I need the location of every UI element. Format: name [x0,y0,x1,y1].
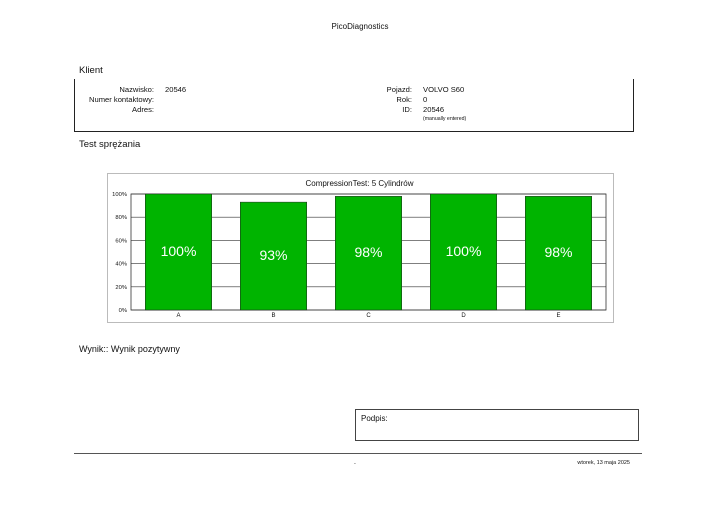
vehicle-value: VOLVO S60 [423,85,465,94]
footer-divider [74,453,642,454]
year-value: 0 [423,95,428,104]
vehicle-label: Pojazd: [386,85,412,94]
x-category-label: D [461,313,466,319]
bar-e [525,196,592,311]
bar-value-label: 98% [544,244,572,260]
bar-value-label: 93% [259,247,287,263]
y-tick-label: 20% [115,285,127,291]
signature-label: Podpis: [361,414,388,423]
surname-value: 20546 [165,85,187,94]
y-tick-label: 40% [115,262,127,268]
x-category-label: E [556,313,560,319]
surname-label: Nazwisko: [119,85,154,94]
y-tick-label: 60% [115,238,127,244]
x-category-label: B [271,313,275,319]
bar-b [240,201,307,311]
bar-value-label: 100% [446,243,482,259]
test-section-title: Test sprężania [79,139,141,150]
bar-d [430,193,497,311]
client-section-title: Klient [79,65,103,76]
id-manual-note: (manually entered) [423,116,467,122]
address-label: Adres: [132,105,154,114]
y-tick-label: 0% [119,308,127,314]
x-category-label: A [176,313,180,319]
y-tick-label: 100% [112,192,127,198]
footer-center-text: - [354,461,356,467]
x-category-label: C [366,313,371,319]
contact-number-label: Numer kontaktowy: [89,95,154,104]
chart-title: CompressionTest: 5 Cylindrów [305,179,414,188]
bar-c [335,196,402,311]
footer-date: wtorek, 13 maja 2025 [577,460,630,466]
document-title: PicoDiagnostics [331,22,389,31]
bar-a [145,193,212,311]
y-tick-label: 80% [115,215,127,221]
client-info-box [74,79,634,132]
year-label: Rok: [396,95,412,104]
signature-box[interactable] [355,409,639,441]
bar-value-label: 100% [161,243,197,259]
bar-value-label: 98% [354,244,382,260]
result-text: Wynik:: Wynik pozytywny [79,344,180,354]
id-label: ID: [402,105,412,114]
id-value: 20546 [423,105,445,114]
